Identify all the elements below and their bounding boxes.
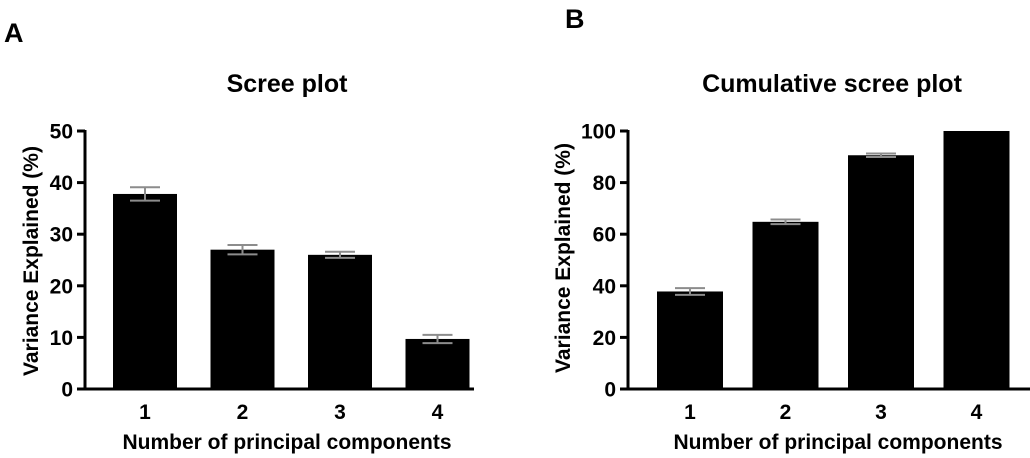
y-tick-label-a: 30 (50, 224, 73, 247)
bar-a-2 (210, 249, 275, 389)
bar-b-2 (752, 221, 819, 389)
panel-letter-a: A (4, 18, 24, 48)
error-bar-a-1 (130, 186, 160, 202)
y-tick-label-a: 50 (50, 121, 73, 144)
x-tick-label-b: 3 (875, 401, 887, 424)
error-bar-b-2 (770, 218, 801, 226)
y-tick-label-b: 0 (604, 379, 616, 402)
x-tick-label-a: 2 (237, 401, 249, 424)
bar-a-1 (113, 193, 177, 389)
bar-b-3 (848, 155, 914, 389)
error-bar-a-3 (325, 250, 355, 259)
y-tick-label-a: 40 (50, 172, 73, 195)
bar-a-4 (405, 338, 470, 389)
x-tick-label-a: 3 (334, 401, 346, 424)
y-tick-label-b: 20 (593, 327, 616, 350)
x-tick-label-b: 4 (971, 401, 983, 424)
bar-b-1 (657, 291, 723, 389)
y-tick-label-b: 40 (593, 275, 616, 298)
x-axis-label-b: Number of principal components (673, 431, 1002, 454)
y-axis-label-b: Variance Explained (%) (552, 143, 575, 373)
x-tick-label-a: 4 (432, 401, 444, 424)
bar-a-3 (308, 254, 372, 389)
y-axis-label-a: Variance Explained (%) (20, 146, 43, 376)
error-bar-b-3 (866, 152, 896, 159)
panel-letter-b: B (565, 4, 585, 34)
error-bar-a-4 (422, 333, 453, 345)
plot-area-b: 0 20 40 60 80 100 1 2 3 4 (581, 121, 1030, 424)
y-tick-label-b: 100 (581, 121, 616, 144)
x-axis-label-a: Number of principal components (122, 431, 451, 454)
x-tick-label-a: 1 (139, 401, 151, 424)
chart-title-a: Scree plot (227, 70, 349, 98)
x-tick-label-b: 2 (780, 401, 792, 424)
error-bar-b-1 (675, 287, 705, 296)
y-tick-label-a: 0 (61, 379, 73, 402)
bar-b-4 (943, 131, 1010, 389)
panel-a: A Scree plot Variance Explained (%) Numb… (4, 18, 474, 454)
error-bar-a-2 (227, 244, 258, 256)
panel-b: B Cumulative scree plot Variance Explain… (552, 4, 1030, 454)
plot-area-a: 0 10 20 30 40 50 1 2 3 4 (50, 121, 474, 424)
chart-title-b: Cumulative scree plot (702, 70, 962, 98)
y-tick-label-b: 80 (593, 172, 616, 195)
y-tick-label-a: 20 (50, 275, 73, 298)
y-tick-label-b: 60 (593, 224, 616, 247)
y-tick-label-a: 10 (50, 327, 73, 350)
x-tick-label-b: 1 (684, 401, 696, 424)
